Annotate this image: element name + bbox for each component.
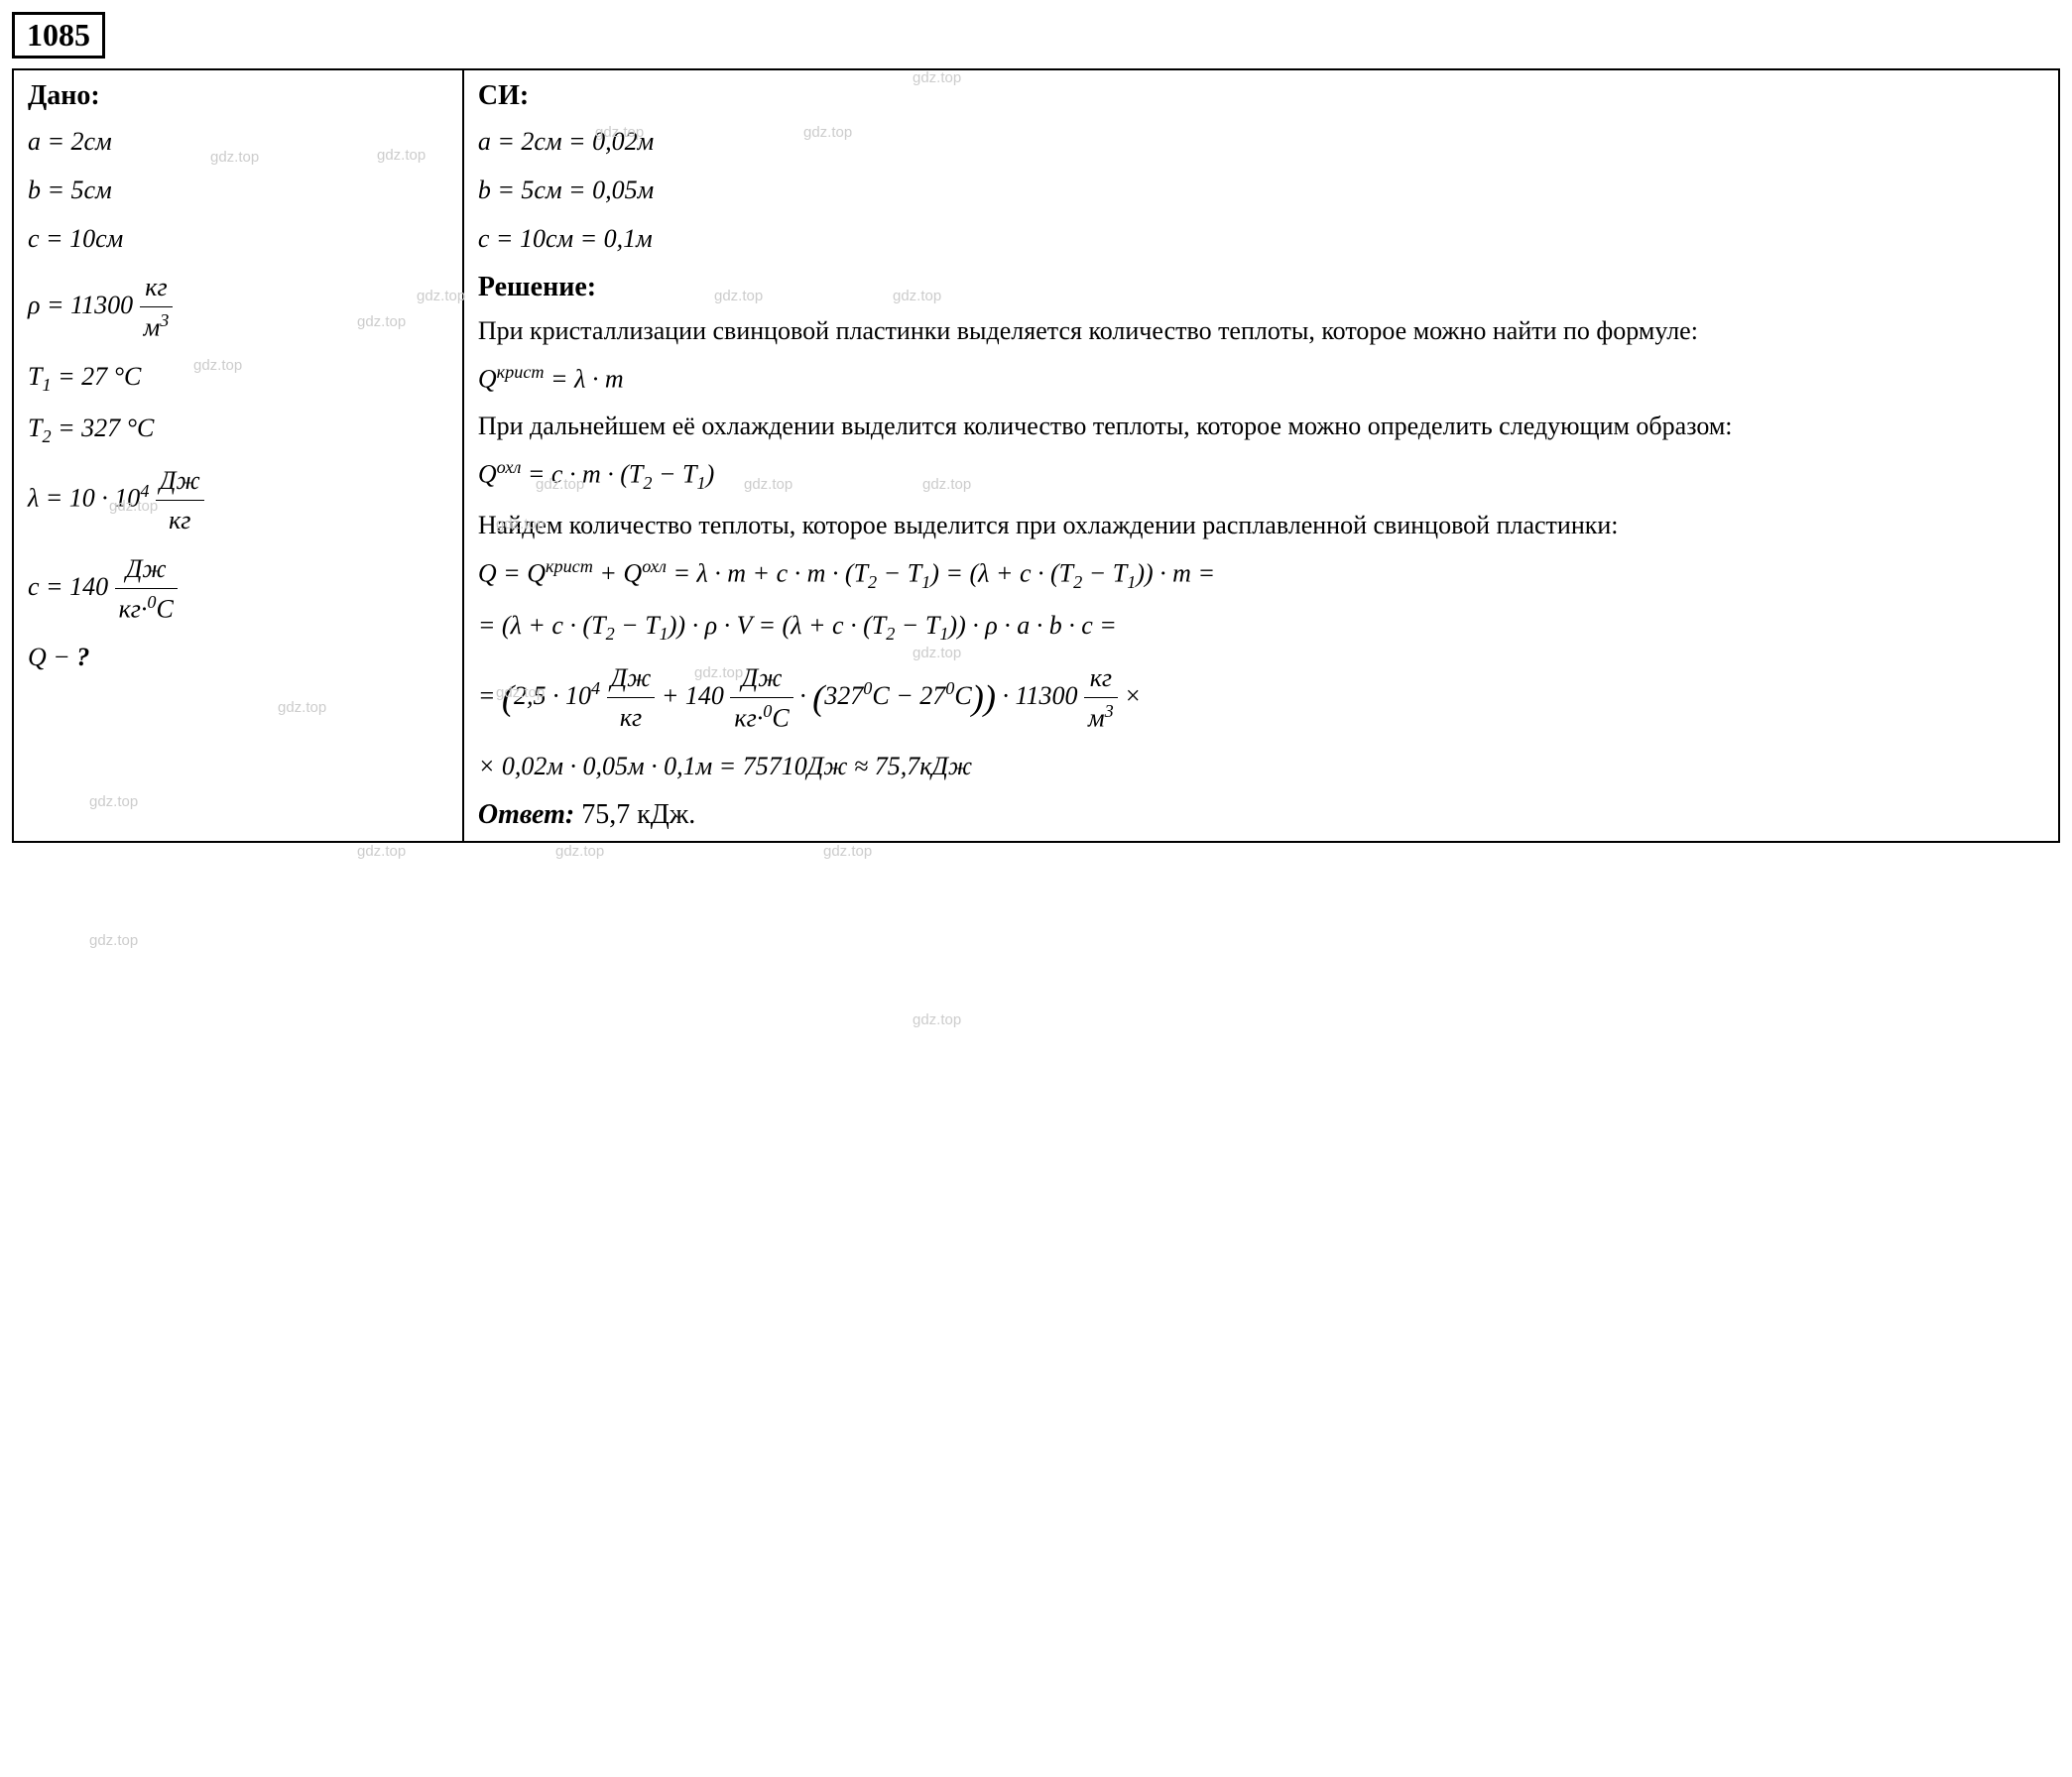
watermark-text: gdz.top (913, 1011, 961, 1028)
problem-number-badge: 1085 (12, 12, 105, 59)
answer-label: Ответ: (478, 799, 574, 830)
solution-column: СИ: a = 2см = 0,02м b = 5см = 0,05м c = … (463, 69, 2059, 842)
watermark-text: gdz.top (89, 932, 138, 949)
watermark-text: gdz.top (555, 843, 604, 860)
formula-qcrist: Qкрист = λ · m (478, 359, 2044, 399)
formula-qcool: Qохл = c · m · (T2 − T1) (478, 454, 2044, 497)
given-c-heat: c = 140 Джкг·0C (28, 549, 448, 629)
given-b: b = 5см (28, 171, 448, 209)
given-c: c = 10см (28, 219, 448, 258)
given-column: Дано: a = 2см b = 5см c = 10см ρ = 11300… (13, 69, 463, 842)
given-heading: Дано: (28, 80, 448, 112)
solution-p2: При дальнейшем её охлаждении выделится к… (478, 409, 2044, 444)
answer-line: Ответ: 75,7 кДж. (478, 799, 2044, 831)
watermark-text: gdz.top (357, 843, 406, 860)
answer-value: 75,7 кДж. (581, 799, 695, 830)
given-t2: T2 = 327 °C (28, 409, 448, 450)
given-rho: ρ = 11300 кгм3 (28, 268, 448, 347)
eq-line4: × 0,02м · 0,05м · 0,1м = 75710Дж ≈ 75,7к… (478, 747, 2044, 785)
eq-line1: Q = Qкрист + Qохл = λ · m + c · m · (T2 … (478, 553, 2044, 596)
eq-line2: = (λ + c · (T2 − T1)) · ρ · V = (λ + c ·… (478, 606, 2044, 648)
given-lambda: λ = 10 · 104 Джкг (28, 461, 448, 539)
si-b: b = 5см = 0,05м (478, 171, 2044, 209)
watermark-text: gdz.top (823, 843, 872, 860)
solution-table: Дано: a = 2см b = 5см c = 10см ρ = 11300… (12, 68, 2060, 843)
si-a: a = 2см = 0,02м (478, 122, 2044, 161)
solution-p3: Найдем количество теплоты, которое выдел… (478, 508, 2044, 543)
solution-heading: Решение: (478, 272, 2044, 303)
given-a: a = 2см (28, 122, 448, 161)
eq-line3: = (2,5 · 104 Джкг + 140 Джкг·0C · (3270C… (478, 658, 2044, 738)
given-q: Q − ? (28, 638, 448, 676)
si-c: c = 10см = 0,1м (478, 219, 2044, 258)
given-t1: T1 = 27 °C (28, 357, 448, 399)
si-heading: СИ: (478, 80, 2044, 112)
solution-p1: При кристаллизации свинцовой пластинки в… (478, 313, 2044, 349)
